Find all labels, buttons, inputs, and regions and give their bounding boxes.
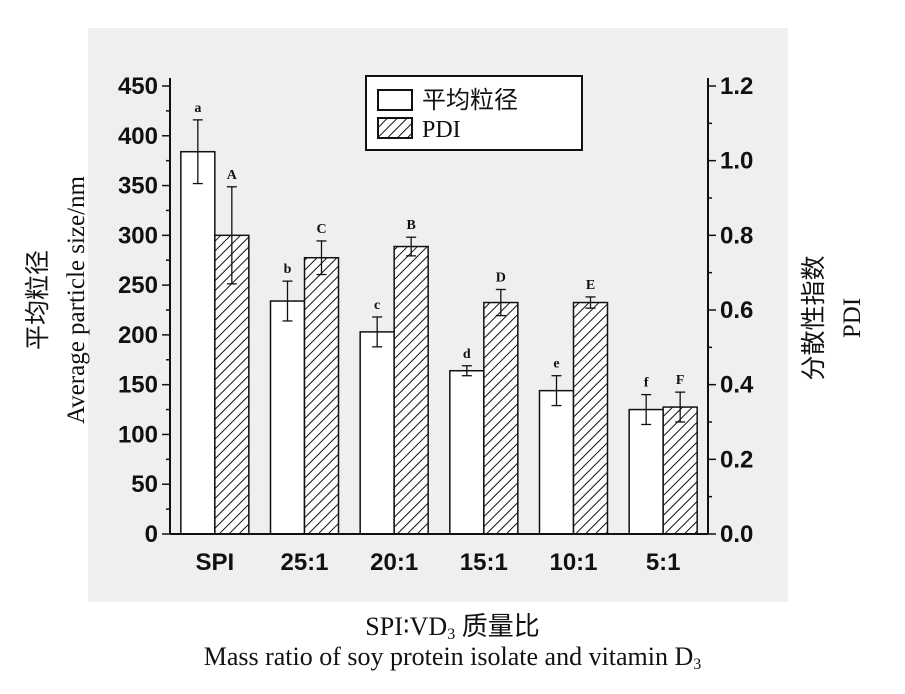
y2-tick-label: 0.4: [720, 372, 754, 399]
bar-size-20-1: [359, 331, 395, 535]
bar-pdi-5-1: [662, 406, 698, 535]
x-tick-label: 20:1: [370, 549, 418, 576]
y-tick-label: 300: [118, 222, 158, 249]
bar-size-SPI: [180, 150, 216, 535]
y2-tick-label: 0.8: [720, 222, 753, 249]
error-bar: [406, 236, 417, 257]
significance-letter: e: [553, 357, 559, 372]
y2-tick-label: 0.0: [720, 521, 753, 548]
y2-axis-title-cn: 分散性指数: [800, 255, 828, 380]
significance-letter: B: [406, 218, 415, 233]
legend-swatch-size: [377, 89, 413, 111]
x-tick-label: 25:1: [280, 549, 328, 576]
y-tick-label: 200: [118, 322, 158, 349]
y-tick-label: 100: [118, 421, 158, 448]
y-tick-label: 0: [145, 521, 158, 548]
significance-letter: E: [586, 278, 595, 293]
error-bar: [282, 280, 293, 322]
x-axis-title-en: Mass ratio of soy protein isolate and vi…: [203, 642, 702, 673]
legend-label-size: 平均粒径: [422, 87, 518, 114]
bar-pdi-15-1: [483, 301, 519, 535]
error-bar: [495, 288, 506, 317]
error-bar: [372, 316, 383, 348]
bar-size-25-1: [269, 300, 306, 535]
bar-size-5-1: [628, 408, 664, 535]
bar-pdi-20-1: [393, 245, 429, 535]
bar-pdi-25-1: [303, 256, 340, 535]
bar-size-15-1: [449, 369, 485, 535]
y-tick-label: 250: [118, 272, 158, 299]
error-bar: [226, 186, 237, 285]
significance-letter: C: [316, 222, 326, 237]
error-bar: [551, 375, 562, 407]
legend-label-pdi: PDI: [422, 117, 461, 143]
significance-letter: F: [676, 373, 685, 388]
y2-tick-label: 1.2: [720, 73, 753, 100]
y-tick-label: 450: [118, 73, 158, 100]
significance-letter: d: [463, 347, 471, 362]
significance-letter: A: [227, 168, 238, 183]
error-bar: [675, 391, 686, 423]
y-tick-label: 400: [118, 123, 158, 150]
x-tick-label: 5:1: [646, 549, 681, 576]
x-tick-label: 10:1: [549, 549, 597, 576]
bar-size-10-1: [538, 389, 575, 535]
y-tick-label: 150: [118, 372, 158, 399]
legend: 平均粒径 PDI: [365, 75, 583, 151]
x-tick-label: SPI: [195, 549, 234, 576]
bar-pdi-10-1: [572, 301, 609, 535]
legend-swatch-pdi: [377, 117, 413, 139]
y-tick-label: 50: [131, 471, 158, 498]
x-axis-title-cn: SPI∶VD3 质量比: [365, 612, 540, 643]
y2-axis-title-en: PDI: [839, 298, 866, 338]
x-tick-label: 15:1: [460, 549, 508, 576]
significance-letter: a: [194, 101, 201, 116]
y2-tick-label: 0.2: [720, 446, 753, 473]
y2-tick-label: 0.6: [720, 297, 753, 324]
significance-letter: b: [284, 262, 292, 277]
y-axis-title-cn: 平均粒径: [24, 250, 52, 350]
significance-letter: c: [374, 298, 380, 313]
y-tick-label: 350: [118, 173, 158, 200]
error-bar: [316, 240, 327, 276]
error-bar: [585, 296, 596, 309]
error-bar: [641, 393, 652, 426]
error-bar: [461, 365, 472, 377]
y2-tick-label: 1.0: [720, 148, 753, 175]
significance-letter: f: [644, 376, 649, 391]
error-bar: [192, 119, 203, 185]
y-axis-title-en: Average particle size/nm: [63, 175, 90, 424]
significance-letter: D: [496, 270, 506, 285]
